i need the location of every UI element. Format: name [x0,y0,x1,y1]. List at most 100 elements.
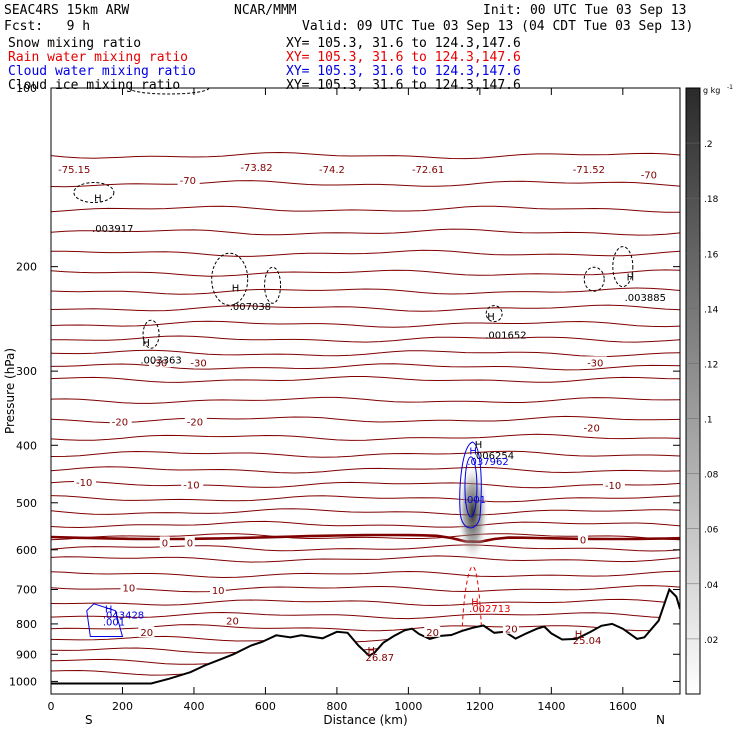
temperature-label: -75.15 [58,165,90,176]
isotherm-line [51,415,680,424]
temperature-label: -70 [180,176,196,187]
organization-name: NCAR/MMM [234,3,297,18]
cloud-ice-contour [142,319,160,349]
extremum-label: .003363 [140,356,181,367]
x-tick-label: 200 [112,700,133,713]
isotherm-line [51,180,680,188]
colorbar-tick-label: .06 [704,526,719,536]
temperature-label: 20 [140,628,153,639]
temperature-label-bg [238,161,279,173]
field-xy-cloud-water: XY= 105.3, 31.6 to 124.3,147.6 [286,64,521,79]
temperature-label: -30 [190,358,206,369]
isotherm-line [51,320,680,328]
valid-time: Valid: 09 UTC Tue 03 Sep 13 (04 CDT Tue … [302,19,694,34]
y-tick-label: 100 [16,82,37,95]
extremum-marker: H [142,338,150,349]
model-name: SEAC4RS 15km ARW [4,3,130,18]
colorbar-tick-label: .04 [704,581,719,591]
x-tick-label: 1400 [537,700,565,713]
temperature-label: -74.2 [319,165,345,176]
temperature-label-bg [56,163,97,175]
y-tick-label: 500 [16,497,37,510]
temperature-label: -10 [605,481,621,492]
temperature-label: -10 [183,481,199,492]
y-axis-label: Pressure (hPa) [3,348,17,434]
extremum-marker: H [471,597,479,608]
colorbar-tick-label: .18 [704,195,719,205]
isotherm-line [51,450,680,458]
cloud-ice-contour [73,181,115,203]
isotherm-line [51,304,680,312]
x-tick-label: 1600 [609,700,637,713]
isotherm-line [51,598,680,607]
colorbar-tick-label: .14 [704,305,719,315]
isotherm-line [51,335,680,343]
freezing-level-line [51,533,680,544]
extremum-label: .003885 [625,293,666,304]
temperature-label-bg [424,625,441,637]
isotherm-line [51,533,680,541]
cloud-water-contour [459,441,482,529]
temperature-label-bg [317,163,352,175]
temperature-label: -70 [641,171,657,182]
colorbar-tick-label: .12 [704,360,718,370]
direction-right-label: N [656,713,665,727]
colorbar [685,87,701,695]
x-tick-label: 1000 [394,700,422,713]
extremum-marker: H [487,312,495,323]
temperature-label: -71.52 [573,165,605,176]
temperature-label: 10 [122,584,135,595]
isotherm-line [51,624,680,632]
cloud-ice-contour [612,246,634,288]
temperature-label-bg [638,168,661,180]
x-tick-label: 1200 [466,700,494,713]
y-tick-label: 200 [16,261,37,274]
temperature-label: -73.82 [240,163,272,174]
isotherm-line [51,585,680,593]
temperature-label-bg [585,356,608,368]
extremum-marker: H [575,629,583,640]
temperature-label-bg [74,475,97,487]
temperature-label: -10 [76,478,92,489]
direction-left-label: S [85,713,93,727]
temperature-label: 0 [187,538,193,549]
temperature-label-bg [149,356,172,368]
y-tick-label: 400 [16,439,37,452]
temperature-label-bg [184,536,195,548]
colorbar-tick-label: .02 [704,636,718,646]
extremum-marker: H [627,273,635,284]
isotherm-line [51,228,680,236]
extremum-label: .006254 [473,451,514,462]
isotherm-line [51,466,680,474]
temperature-label-bg [502,622,519,634]
cloud-ice-contour [485,305,503,323]
temperature-label: -30 [587,358,603,369]
temperature-label: -20 [112,418,128,429]
temperature-label-bg [177,174,200,186]
forecast-hour: Fcst: 9 h [4,19,91,34]
temperature-label-bg [602,479,625,491]
extremum-marker: H [94,194,102,205]
isotherm-line [51,555,680,563]
isotherm-line [51,495,680,503]
isotherm-line [51,249,680,257]
colorbar-unit: g kg [703,86,720,95]
extremum-label: .002713 [469,604,510,615]
field-title-cloud-water: Cloud water mixing ratio [8,64,196,79]
temperature-label: 20 [426,628,439,639]
temperature-label: 20 [505,625,518,636]
y-tick-label: 700 [16,584,37,597]
temperature-label-bg [138,626,155,638]
field-xy-snow: XY= 105.3, 31.6 to 124.3,147.6 [286,36,521,51]
extremum-marker: H [368,646,376,657]
temperature-label: -72.61 [412,165,444,176]
isotherm-line [51,396,680,404]
temperature-label-bg [209,584,226,596]
x-axis-label: Distance (km) [323,713,407,727]
temperature-label: 0 [162,538,168,549]
temperature-label: 20 [226,616,239,627]
y-tick-label: 900 [16,648,37,661]
colorbar-tick-label: .2 [704,140,713,150]
isotherm-line [51,376,680,383]
